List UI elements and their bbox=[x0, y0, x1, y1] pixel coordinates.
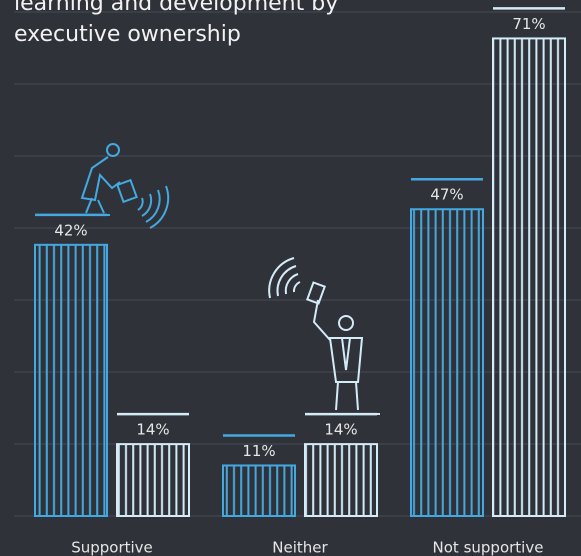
x-tick-label: Neither bbox=[272, 539, 328, 556]
bar bbox=[117, 444, 189, 516]
chart: Supportive 42% 14% Neither 11% 14% Not support… bbox=[0, 0, 581, 556]
bar bbox=[493, 38, 565, 516]
x-tick-label: Supportive bbox=[71, 539, 153, 556]
bar bbox=[305, 444, 377, 516]
value-label: 11% bbox=[242, 442, 275, 460]
value-label: 71% bbox=[512, 15, 545, 33]
bar bbox=[35, 245, 107, 516]
illustration-neither bbox=[269, 258, 380, 414]
value-label: 42% bbox=[54, 221, 87, 239]
chart-title: learning and development by executive ow… bbox=[14, 0, 374, 50]
infographic: Supportive 42% 14% Neither 11% 14% Not support… bbox=[0, 0, 581, 556]
value-label: 14% bbox=[136, 421, 169, 439]
bar bbox=[411, 209, 483, 516]
x-tick-label: Not supportive bbox=[433, 539, 544, 556]
value-label: 14% bbox=[324, 421, 357, 439]
bar bbox=[223, 465, 295, 516]
value-label: 47% bbox=[430, 186, 463, 204]
